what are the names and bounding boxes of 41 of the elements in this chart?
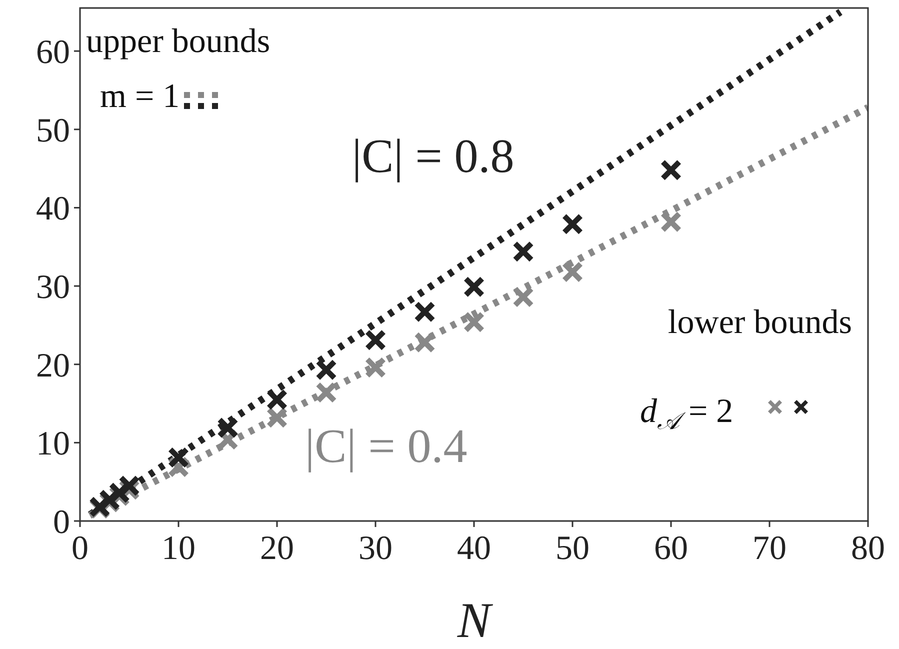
point xyxy=(366,357,386,378)
point xyxy=(661,160,681,180)
x-tick-label: 70 xyxy=(752,530,786,567)
y-tick-label: 60 xyxy=(36,34,70,72)
x-tick-label: 30 xyxy=(358,530,392,567)
x-tick-label: 20 xyxy=(260,530,294,567)
point xyxy=(414,332,435,352)
y-tick-label: 0 xyxy=(53,504,70,541)
x-tick-label: 10 xyxy=(162,530,196,567)
point xyxy=(464,276,484,297)
point xyxy=(267,408,287,428)
y-tick-label: 30 xyxy=(36,269,70,306)
point xyxy=(218,418,238,438)
point xyxy=(661,212,681,232)
point xyxy=(513,242,534,262)
series-label: |C| = 0.4 xyxy=(305,420,468,473)
point xyxy=(562,262,582,282)
x-axis-title: N xyxy=(456,592,494,648)
point xyxy=(464,312,484,332)
point xyxy=(316,382,336,403)
point xyxy=(562,214,582,234)
y-tick-label: 40 xyxy=(36,190,70,228)
annotation: m = 1 xyxy=(100,78,180,115)
point xyxy=(267,390,287,410)
point xyxy=(168,448,188,468)
annotation: lower bounds xyxy=(668,304,852,341)
x-tick-label: 50 xyxy=(556,530,590,567)
point xyxy=(119,476,140,496)
point xyxy=(366,330,386,350)
point xyxy=(316,360,336,380)
y-tick-label: 10 xyxy=(36,426,70,463)
x-tick-label: 40 xyxy=(457,530,491,567)
y-tick-label: 20 xyxy=(36,347,70,384)
y-tick-label: 50 xyxy=(36,112,70,150)
point xyxy=(414,302,435,322)
x-tick-label: 60 xyxy=(654,530,688,567)
annotation: d$_{𝒜}$ = 2 xyxy=(640,393,734,436)
annotation: upper bounds xyxy=(86,23,270,60)
series-label: |C| = 0.8 xyxy=(352,130,514,183)
x-tick-label: 80 xyxy=(851,530,885,567)
point xyxy=(513,287,534,308)
